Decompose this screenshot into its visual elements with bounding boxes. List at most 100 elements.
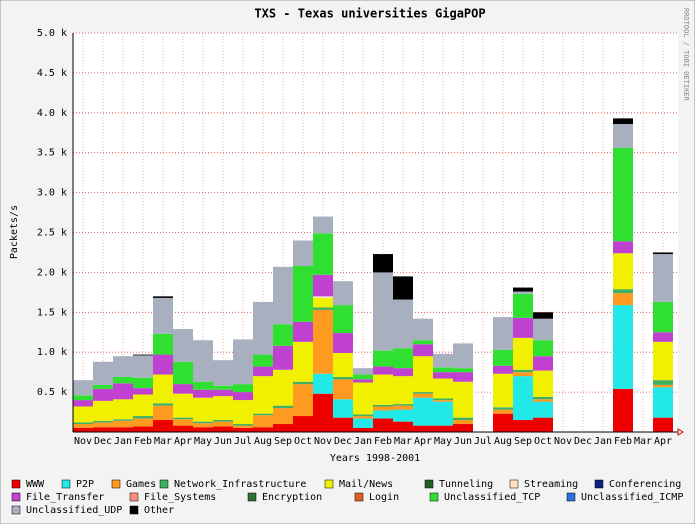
bar-segment [453, 424, 473, 432]
bar-segment [73, 422, 93, 425]
y-tick-label: 4.5 k [37, 68, 67, 79]
bar-segment [113, 427, 133, 432]
bar-segment [513, 420, 533, 432]
x-tick-label: Jun [214, 436, 232, 447]
x-tick-label: Mar [394, 436, 412, 447]
bar-segment [233, 425, 253, 429]
y-tick-label: 0.5 k [37, 387, 67, 398]
bar-segment [193, 340, 213, 382]
bar-segment [653, 332, 673, 342]
bar-segment [493, 373, 513, 408]
bar-segment [253, 376, 273, 414]
bar-segment [373, 272, 393, 351]
legend-label: Unclassified_UDP [26, 505, 122, 516]
bar-segment [333, 333, 353, 353]
bar-segment [313, 296, 333, 298]
bar-segment [153, 296, 173, 298]
y-axis-label: Packets/s [9, 205, 20, 259]
bar-segment [333, 352, 353, 377]
bar-segment [533, 312, 553, 319]
bar-segment [373, 404, 393, 407]
bar-segment [153, 333, 173, 355]
legend-label: Network_Infrastructure [174, 479, 306, 490]
bar-segment [233, 428, 253, 432]
bar-segment [253, 415, 273, 428]
bar-segment [533, 399, 553, 402]
bar-segment [393, 348, 413, 369]
bar-segment [413, 392, 433, 394]
x-tick-label: Feb [374, 436, 392, 447]
bar-segment [453, 417, 473, 421]
bar-segment [313, 307, 333, 310]
bar-segment [233, 384, 253, 393]
bar-segment [133, 355, 153, 378]
legend-label: Encryption [262, 492, 322, 503]
x-tick-label: Dec [94, 436, 112, 447]
legend-label: Conferencing [609, 479, 681, 490]
bar-segment [613, 388, 633, 432]
bar-segment [393, 421, 413, 432]
bar-segment [413, 425, 433, 432]
bar-segment [653, 384, 673, 388]
bar-segment [413, 318, 433, 341]
bar-segment [293, 240, 313, 267]
bar-segment [93, 361, 113, 385]
bar-segment [373, 406, 393, 411]
x-tick-label: Nov [314, 436, 332, 447]
bar-segment [213, 396, 233, 421]
x-axis-label: Years 1998-2001 [330, 453, 420, 464]
bar-segment [513, 376, 533, 421]
bar-segment [653, 252, 673, 255]
bar-segment [333, 281, 353, 306]
watermark: RRDTOOL / TOBI OETIKER [682, 8, 690, 102]
bar-segment [193, 381, 213, 390]
bar-segment [93, 427, 113, 432]
bar-segment [133, 426, 153, 432]
bar-segment [313, 233, 333, 275]
bar-segment [153, 420, 173, 432]
bar-segment [433, 372, 453, 379]
bar-segment [413, 340, 433, 345]
legend-label: Games [126, 479, 156, 490]
bar-segment [193, 397, 213, 422]
bar-segment [333, 305, 353, 334]
x-tick-label: Nov [554, 436, 572, 447]
bar-segment [193, 389, 213, 398]
bar-segment [613, 147, 633, 242]
bar-segment [113, 419, 133, 421]
x-tick-label: Sep [274, 436, 292, 447]
x-tick-label: Jan [354, 436, 372, 447]
bar-segment [453, 368, 473, 373]
y-tick-label: 1.5 k [37, 307, 67, 318]
bar-segment [293, 266, 313, 322]
bar-segment [433, 401, 453, 426]
bar-segment [73, 406, 93, 423]
bar-segment [133, 416, 153, 419]
y-tick-label: 2.0 k [37, 267, 67, 278]
legend-swatch [111, 479, 121, 489]
bar-segment [213, 385, 233, 390]
legend-label: Mail/News [339, 479, 393, 490]
bar-segment [513, 337, 533, 370]
x-tick-label: Jul [234, 436, 252, 447]
bar-segment [273, 405, 293, 409]
y-tick-label: 3.5 k [37, 148, 67, 159]
bar-segment [613, 305, 633, 389]
x-tick-label: Dec [574, 436, 592, 447]
bar-segment [533, 356, 553, 371]
bar-segment [93, 400, 113, 421]
bar-segment [513, 369, 533, 373]
legend-swatch [129, 505, 139, 515]
bar-segment [533, 417, 553, 432]
bar-segment [613, 241, 633, 254]
x-tick-label: Oct [534, 436, 552, 447]
bar-segment [153, 297, 173, 334]
legend-swatch [594, 479, 604, 489]
bar-segment [73, 424, 93, 429]
y-tick-label: 5.0 k [37, 28, 67, 39]
bar-segment [173, 419, 193, 426]
bar-segment [133, 418, 153, 427]
bar-segment [533, 396, 553, 400]
bar-segment [313, 309, 333, 374]
